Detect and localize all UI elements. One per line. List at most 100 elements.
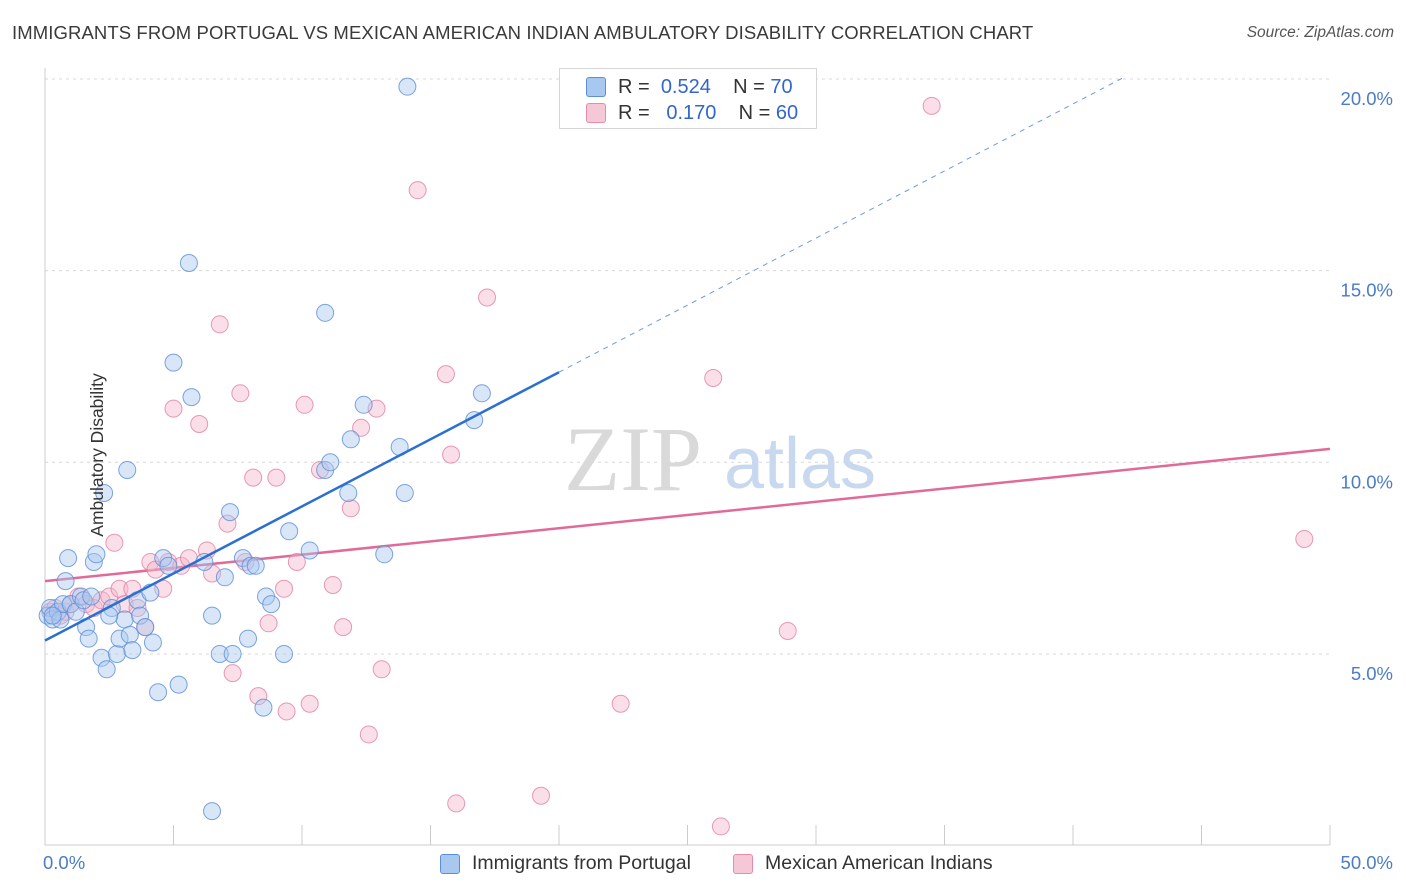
y-axis-label: Ambulatory Disability [87, 373, 108, 537]
data-point-pink [100, 587, 119, 606]
data-point-blue [321, 453, 340, 472]
data-point-pink [436, 365, 455, 384]
legend-r-value-blue: 0.524 [660, 75, 711, 98]
series-pink-points [41, 96, 1314, 836]
data-point-blue [239, 629, 258, 648]
data-point-pink [190, 414, 209, 433]
data-point-pink [334, 618, 353, 637]
data-point-pink [210, 315, 229, 334]
legend-swatch-blue [440, 853, 460, 874]
data-point-pink [341, 499, 360, 518]
data-point-blue [97, 660, 116, 679]
data-point-pink [323, 575, 342, 594]
data-point-blue [115, 610, 134, 629]
data-point-blue [241, 556, 260, 575]
data-point-blue [254, 698, 273, 717]
legend-swatch-blue [586, 77, 606, 97]
data-point-pink [287, 552, 306, 571]
watermark-atlas: atlas [724, 424, 876, 504]
data-point-blue [203, 802, 222, 821]
stats-legend: R = 0.524 N = 70 R = 0.170 N = 60 [559, 68, 817, 129]
data-point-blue [95, 483, 114, 502]
data-point-blue [164, 353, 183, 372]
series-blue-points [38, 77, 491, 821]
data-point-blue [79, 629, 98, 648]
data-point-blue [59, 549, 78, 568]
watermark: ZIP atlas [564, 408, 876, 510]
data-point-blue [398, 77, 417, 96]
data-point-pink [372, 660, 391, 679]
source-note: Source: ZipAtlas.com [1246, 24, 1394, 41]
data-point-blue [118, 460, 137, 479]
trend-line-pink-solid [44, 447, 1331, 583]
data-point-blue [339, 483, 358, 502]
data-point-pink [611, 694, 630, 713]
data-point-pink [1295, 529, 1314, 548]
chart-title: IMMIGRANTS FROM PORTUGAL VS MEXICAN AMER… [12, 22, 1034, 43]
data-point-pink [442, 445, 461, 464]
legend-swatch-pink [733, 853, 753, 874]
legend-r-label: R = [618, 75, 650, 98]
legend-n-label: N = [733, 75, 765, 98]
data-point-blue [179, 253, 198, 272]
gridlines [45, 78, 1330, 655]
data-point-pink [231, 384, 250, 403]
y-tick-label: 5.0% [1351, 663, 1393, 684]
data-point-pink [704, 368, 723, 387]
data-point-blue [203, 606, 222, 625]
data-point-blue [182, 388, 201, 407]
trend-line-blue-solid [44, 371, 560, 642]
data-point-blue [82, 587, 101, 606]
data-point-pink [295, 395, 314, 414]
legend-swatch-pink [586, 103, 606, 123]
data-point-pink [447, 794, 466, 813]
data-point-blue [210, 644, 229, 663]
data-point-blue [110, 629, 129, 648]
data-point-blue [131, 606, 150, 625]
data-point-blue [107, 644, 126, 663]
tick-labels: 5.0% 10.0% 15.0% 20.0% 0.0% 50.0% [43, 88, 1393, 873]
data-point-blue [375, 545, 394, 564]
axes [44, 68, 1331, 846]
legend-r-value-pink: 0.170 [666, 101, 717, 124]
data-point-blue [221, 503, 240, 522]
data-point-blue [159, 556, 178, 575]
trend-line-pink [44, 447, 1331, 583]
data-point-blue [395, 483, 414, 502]
data-point-blue [43, 606, 62, 625]
data-point-blue [223, 644, 242, 663]
data-point-blue [149, 683, 168, 702]
data-point-blue [316, 303, 335, 322]
data-point-pink [277, 702, 296, 721]
data-point-blue [215, 568, 234, 587]
data-point-blue [123, 641, 142, 660]
data-point-blue [262, 595, 281, 614]
data-point-blue [275, 644, 294, 663]
series-legend: Immigrants from Portugal Mexican America… [0, 850, 1406, 878]
legend-r-label: R = [618, 101, 650, 124]
y-tick-label: 20.0% [1341, 88, 1393, 109]
x-tick-label: 50.0% [1341, 852, 1393, 873]
data-point-pink [922, 96, 941, 115]
data-point-pink [778, 621, 797, 640]
data-point-blue [246, 556, 265, 575]
data-point-blue [280, 522, 299, 541]
data-point-pink [218, 514, 237, 533]
y-tick-label: 15.0% [1341, 280, 1393, 301]
legend-item-mexican: Mexican American Indians [733, 852, 993, 875]
data-point-blue [341, 430, 360, 449]
data-point-pink [267, 468, 286, 487]
legend-label-portugal: Immigrants from Portugal [472, 852, 691, 874]
data-point-blue [87, 545, 106, 564]
data-point-blue [472, 384, 491, 403]
data-point-blue [300, 541, 319, 560]
trend-line-blue [44, 76, 1125, 642]
data-point-blue [120, 625, 139, 644]
data-point-pink [359, 725, 378, 744]
legend-n-label: N = [738, 101, 771, 124]
data-point-pink [352, 418, 371, 437]
data-point-pink [532, 786, 551, 805]
legend-item-portugal: Immigrants from Portugal [440, 852, 691, 875]
data-point-blue [56, 572, 75, 591]
